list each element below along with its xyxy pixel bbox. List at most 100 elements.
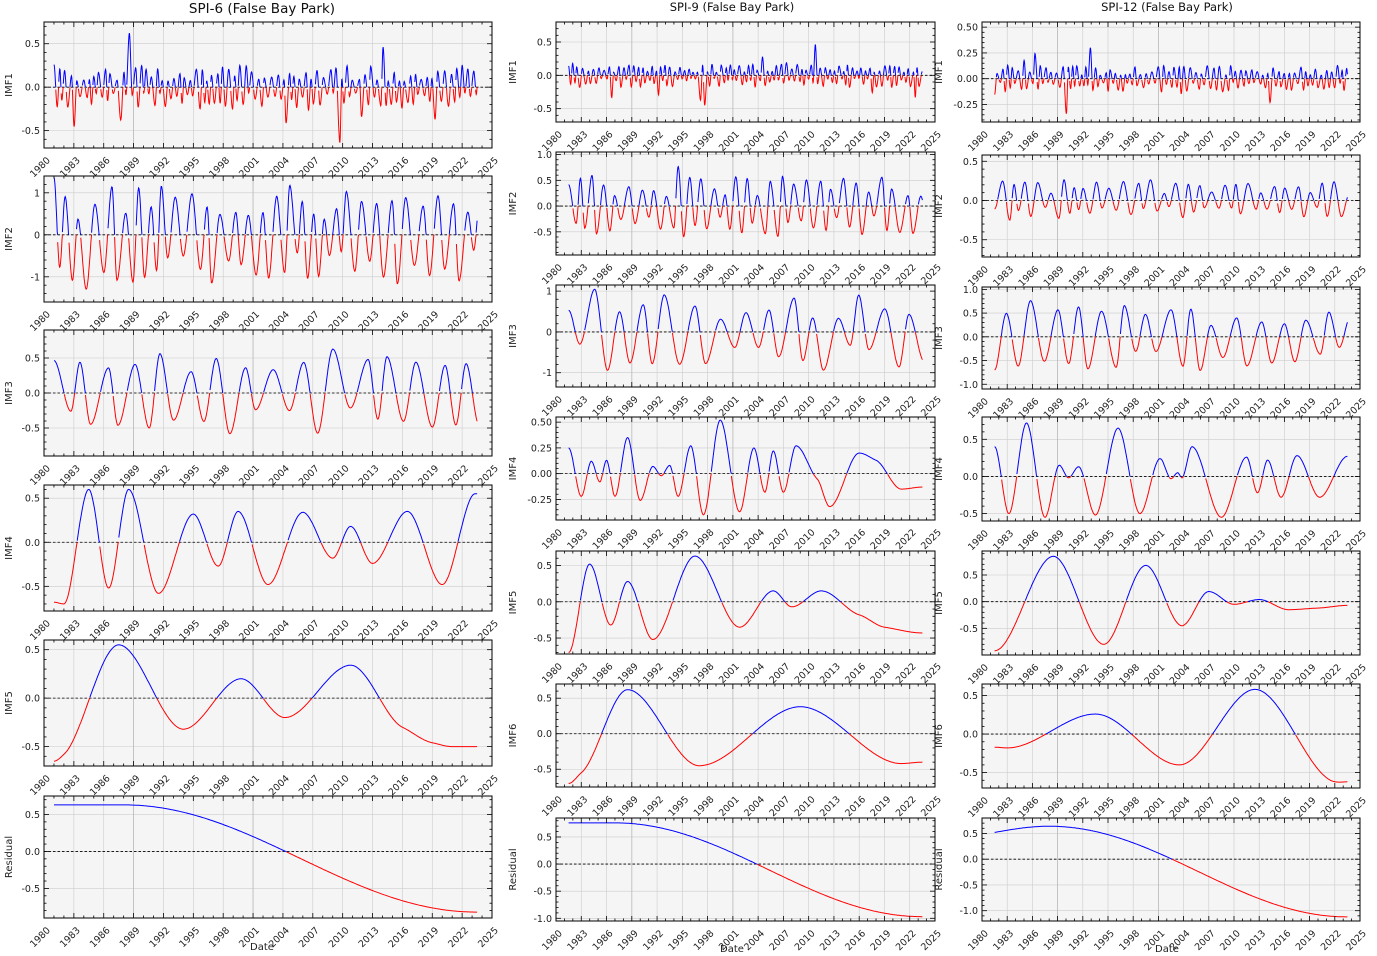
x-tick-label: 1989 — [1042, 129, 1067, 154]
plot-area — [44, 640, 492, 766]
x-tick-label: 2004 — [267, 773, 292, 798]
y-axis-label: Residual — [4, 836, 15, 878]
x-tick-label: 2025 — [919, 794, 944, 819]
ticks — [555, 416, 936, 521]
x-tick-label: 2004 — [742, 661, 767, 686]
x-tick-label: 1989 — [616, 928, 641, 953]
x-tick-label: 2004 — [267, 618, 292, 643]
y-tick-label: 0.5 — [537, 561, 552, 572]
x-tick-label: 2022 — [1319, 264, 1344, 289]
x-tick-label: 2022 — [894, 394, 919, 419]
plot-area — [44, 796, 492, 918]
x-tick-label: 2013 — [818, 928, 843, 953]
x-tick-label: 1986 — [1016, 795, 1041, 820]
x-tick-label: 1992 — [641, 527, 666, 552]
x-tick-label: 2016 — [843, 129, 868, 154]
x-tick-label: 2004 — [1168, 928, 1193, 953]
x-tick-label: 1986 — [1016, 129, 1041, 154]
series-negative-line — [994, 78, 1347, 114]
x-axis-label-spi12: Date — [1155, 944, 1179, 955]
x-tick-label: 2019 — [869, 394, 894, 419]
x-tick-label: 2010 — [1218, 264, 1243, 289]
x-tick-label: 2004 — [1168, 129, 1193, 154]
plot-area — [44, 176, 492, 302]
plot-area — [982, 417, 1360, 521]
x-tick-label: 2019 — [869, 527, 894, 552]
series-positive-line — [76, 488, 478, 543]
series-negative-line — [1001, 476, 1335, 518]
series-negative-line — [994, 601, 1348, 652]
y-tick-label: 0.0 — [25, 847, 40, 858]
series-negative-line — [286, 851, 478, 913]
x-tick-label: 1983 — [565, 794, 590, 819]
x-tick-label: 2019 — [869, 928, 894, 953]
y-tick-label: 0.00 — [957, 74, 978, 85]
x-tick-label: 1995 — [177, 925, 202, 950]
ticks — [555, 21, 936, 122]
x-tick-label: 2010 — [793, 262, 818, 287]
x-tick-label: 2010 — [793, 394, 818, 419]
y-tick-label: 0.50 — [957, 23, 978, 34]
x-tick-label: 2019 — [416, 463, 441, 488]
series-negative-line — [568, 733, 923, 784]
x-tick-label: 1980 — [966, 528, 991, 553]
x-tick-label: 2010 — [1218, 662, 1243, 687]
y-tick-label: -1.0 — [959, 906, 978, 917]
y-axis-label: IMF5 — [508, 591, 519, 615]
y-tick-label: 0.5 — [25, 810, 40, 821]
x-tick-label: 2001 — [717, 262, 742, 287]
x-tick-label: 2019 — [1294, 795, 1319, 820]
x-tick-label: 1995 — [666, 928, 691, 953]
x-tick-label: 1992 — [148, 773, 173, 798]
x-tick-label: 2004 — [742, 129, 767, 154]
x-tick-label: 2013 — [1243, 928, 1268, 953]
x-tick-label: 2019 — [416, 773, 441, 798]
y-tick-label: 0.0 — [963, 472, 978, 483]
y-tick-label: -0.5 — [21, 126, 40, 137]
x-tick-label: 2010 — [793, 661, 818, 686]
series-negative-line — [55, 86, 478, 143]
ticks — [981, 287, 1361, 390]
x-tick-label: 2001 — [1142, 264, 1167, 289]
x-tick-label: 2001 — [717, 794, 742, 819]
x-tick-label: 2013 — [818, 661, 843, 686]
x-tick-label: 2007 — [297, 773, 322, 798]
y-tick-label: 0 — [546, 327, 552, 338]
x-tick-label: 2022 — [1319, 129, 1344, 154]
x-tick-label: 1989 — [1042, 528, 1067, 553]
x-tick-label: 1992 — [1067, 795, 1092, 820]
x-tick-label: 1995 — [666, 129, 691, 154]
x-tick-label: 2022 — [1319, 928, 1344, 953]
x-tick-label: 1995 — [177, 618, 202, 643]
plot-area — [556, 285, 935, 387]
y-tick-label: 1 — [34, 188, 40, 199]
ticks — [981, 684, 1361, 788]
plot-frame — [555, 550, 936, 655]
x-tick-label: 2016 — [843, 928, 868, 953]
series-negative-line — [575, 473, 923, 516]
x-tick-label: 1980 — [28, 618, 53, 643]
x-tick-label: 2022 — [446, 925, 471, 950]
x-tick-label: 2010 — [1218, 129, 1243, 154]
x-tick-label: 2013 — [818, 129, 843, 154]
y-tick-label: -0.5 — [959, 235, 978, 246]
x-tick-label: 2007 — [767, 661, 792, 686]
y-tick-label: 0.0 — [537, 202, 552, 213]
x-tick-label: 2016 — [843, 661, 868, 686]
x-axis-label-spi9: Date — [720, 944, 744, 955]
y-tick-label: -0.5 — [21, 424, 40, 435]
x-tick-label: 1989 — [616, 394, 641, 419]
x-tick-label: 2019 — [1294, 662, 1319, 687]
x-tick-label: 2025 — [919, 661, 944, 686]
series-negative-line — [569, 74, 922, 106]
y-tick-label: -0.5 — [533, 887, 552, 898]
plot-area — [982, 22, 1360, 122]
y-tick-label: -0.5 — [959, 880, 978, 891]
x-tick-label: 2007 — [1193, 662, 1218, 687]
x-tick-label: 1989 — [1042, 662, 1067, 687]
